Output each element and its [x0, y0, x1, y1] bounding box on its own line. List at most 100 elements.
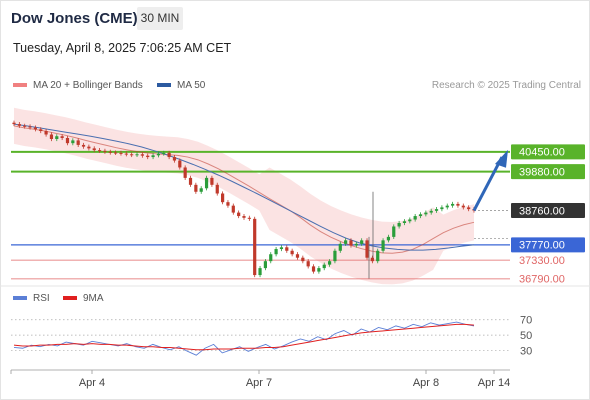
candle-body	[17, 124, 21, 126]
candle-body	[49, 134, 54, 140]
level-label: 39880.00	[519, 166, 565, 178]
candle-body	[376, 250, 380, 262]
candle-body	[103, 150, 107, 152]
candle-body	[108, 151, 112, 153]
candle-body	[178, 160, 182, 168]
candle-body	[97, 150, 102, 152]
candle-body	[392, 226, 396, 237]
candle-body	[162, 152, 166, 154]
candle-body	[263, 261, 267, 269]
candle-body	[167, 152, 171, 158]
candle-body	[360, 240, 364, 244]
candle-body	[44, 131, 48, 135]
candle-body	[440, 207, 444, 210]
candle-body	[87, 146, 91, 149]
ma50-line	[13, 123, 475, 251]
projection-arrow-head	[495, 149, 508, 168]
level-label: 37770.00	[519, 240, 565, 252]
candle-body	[140, 154, 144, 156]
candle-body	[344, 240, 348, 244]
legend-9ma: 9MA	[63, 293, 104, 304]
candle-body	[55, 136, 59, 140]
candle-body	[258, 268, 262, 276]
candle-body	[306, 261, 310, 267]
candle-body	[301, 257, 305, 262]
candle-body	[65, 137, 70, 144]
candle-body	[285, 247, 289, 251]
candle-body	[92, 148, 96, 151]
candle-body	[408, 219, 412, 222]
candle-body	[467, 207, 471, 210]
legend-swatch	[13, 83, 27, 88]
candle-body	[338, 243, 342, 251]
interval-selector[interactable]: 30 MIN	[137, 7, 183, 30]
candle-body	[119, 152, 123, 154]
projection-arrow-shaft	[472, 156, 504, 212]
level-label-bg	[511, 164, 585, 180]
chart-header: Dow Jones (CME) 30 MIN	[0, 0, 588, 36]
candle-body	[295, 254, 300, 258]
level-label-bg	[511, 203, 585, 219]
candle-body	[333, 250, 337, 262]
candle-body	[172, 157, 177, 161]
bollinger-band	[14, 107, 474, 285]
candle-body	[226, 202, 230, 206]
level-label: 38760.00	[519, 205, 565, 217]
candle-body	[370, 257, 374, 262]
candle-body	[290, 250, 294, 255]
legend-label: RSI	[33, 293, 50, 304]
legend-swatch	[157, 83, 171, 88]
candle-body	[418, 214, 423, 217]
candle-body	[23, 125, 27, 127]
candle-body	[215, 184, 219, 194]
candle-body	[279, 247, 284, 250]
candle-body	[188, 177, 193, 185]
legend-swatch	[13, 296, 27, 301]
candle-body	[451, 203, 455, 206]
candle-body	[124, 153, 128, 155]
candle-body	[424, 212, 428, 215]
legend-ma50: MA 50	[157, 80, 205, 91]
candle-body	[386, 236, 391, 241]
candle-body	[231, 205, 235, 213]
candle-body	[311, 266, 316, 272]
x-tick-label: Apr 4	[79, 377, 105, 389]
candle-body	[456, 203, 460, 206]
candle-body	[397, 223, 401, 227]
candle-body	[317, 268, 321, 272]
x-tick-label: Apr 7	[246, 377, 272, 389]
candle-body	[71, 140, 75, 144]
ma20-line	[13, 125, 475, 254]
candle-body	[194, 184, 198, 192]
rsi-line	[13, 321, 475, 356]
candle-body	[76, 140, 80, 145]
candle-body	[381, 240, 385, 251]
rsi-ma-line	[13, 323, 475, 351]
credit: Research © 2025 Trading Central	[431, 80, 581, 91]
x-tick-label: Apr 8	[413, 377, 439, 389]
candle-body	[114, 152, 118, 154]
candle-body	[354, 243, 358, 246]
candle-body	[199, 188, 203, 192]
candle-body	[156, 153, 161, 156]
level-label: 40450.00	[519, 147, 565, 159]
rsi-axis-label: 50	[520, 330, 532, 342]
candle-body	[269, 254, 273, 262]
candle-body	[349, 240, 353, 246]
candle-body	[60, 136, 64, 138]
candle-body	[327, 261, 332, 265]
candle-body	[81, 144, 86, 147]
candle-body	[322, 264, 326, 269]
legend-rsi: RSI	[13, 293, 50, 304]
candle-body	[33, 127, 37, 130]
candle-body	[204, 177, 209, 189]
x-tick-label: Apr 14	[478, 377, 510, 389]
level-label-bg	[511, 144, 585, 160]
level-label: 36790.00	[519, 274, 565, 286]
legend-label: MA 20 + Bollinger Bands	[33, 80, 143, 91]
candle-body	[365, 240, 369, 258]
candle-body	[28, 126, 32, 128]
candle-body	[39, 129, 43, 132]
candle-body	[429, 210, 433, 213]
